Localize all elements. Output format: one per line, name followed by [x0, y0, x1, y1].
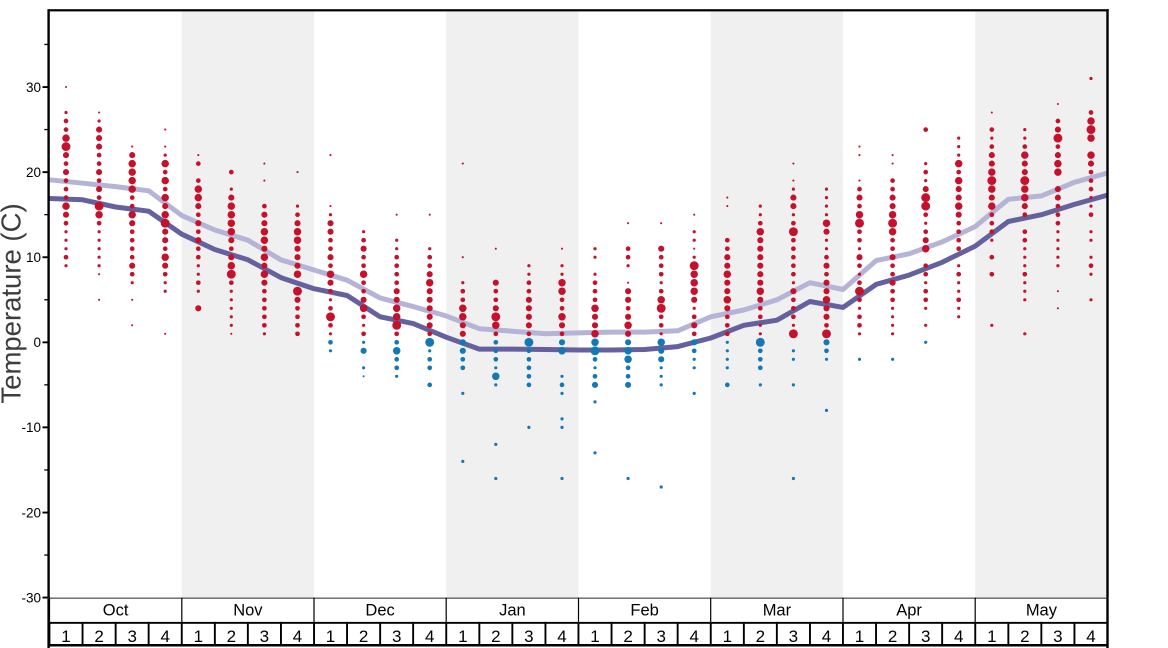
svg-text:2: 2	[227, 627, 236, 646]
svg-text:3: 3	[260, 627, 269, 646]
svg-text:2: 2	[491, 627, 500, 646]
svg-text:1: 1	[458, 627, 467, 646]
svg-text:1: 1	[987, 627, 996, 646]
svg-text:Oct: Oct	[103, 602, 129, 620]
svg-text:Apr: Apr	[896, 602, 922, 620]
svg-text:20: 20	[26, 165, 41, 180]
svg-text:3: 3	[392, 627, 401, 646]
svg-text:4: 4	[1086, 627, 1095, 646]
svg-text:1: 1	[326, 627, 335, 646]
svg-text:3: 3	[921, 627, 930, 646]
svg-text:3: 3	[1053, 627, 1062, 646]
svg-text:2: 2	[1020, 627, 1029, 646]
svg-text:Feb: Feb	[630, 602, 658, 620]
svg-text:Temperature (C): Temperature (C)	[0, 203, 27, 403]
svg-text:1: 1	[723, 627, 732, 646]
svg-text:2: 2	[359, 627, 368, 646]
svg-text:4: 4	[689, 627, 698, 646]
svg-text:4: 4	[425, 627, 434, 646]
svg-text:Nov: Nov	[233, 602, 263, 620]
svg-text:2: 2	[94, 627, 103, 646]
svg-text:Mar: Mar	[763, 602, 792, 620]
svg-text:3: 3	[524, 627, 533, 646]
svg-text:4: 4	[293, 627, 302, 646]
svg-text:-30: -30	[21, 590, 41, 605]
svg-text:1: 1	[194, 627, 203, 646]
svg-text:2: 2	[623, 627, 632, 646]
svg-text:Jan: Jan	[499, 602, 526, 620]
svg-text:0: 0	[33, 335, 41, 350]
svg-text:2: 2	[756, 627, 765, 646]
svg-text:4: 4	[160, 627, 169, 646]
svg-text:3: 3	[789, 627, 798, 646]
svg-text:-10: -10	[21, 420, 41, 435]
svg-text:1: 1	[61, 627, 70, 646]
svg-text:3: 3	[127, 627, 136, 646]
svg-text:-20: -20	[21, 505, 41, 520]
svg-text:May: May	[1026, 602, 1058, 620]
svg-text:3: 3	[656, 627, 665, 646]
svg-text:Dec: Dec	[365, 602, 394, 620]
svg-text:4: 4	[954, 627, 963, 646]
svg-text:10: 10	[26, 250, 41, 265]
svg-text:2: 2	[888, 627, 897, 646]
svg-text:1: 1	[590, 627, 599, 646]
svg-text:4: 4	[822, 627, 831, 646]
svg-text:30: 30	[26, 80, 41, 95]
svg-text:4: 4	[557, 627, 566, 646]
svg-text:1: 1	[855, 627, 864, 646]
